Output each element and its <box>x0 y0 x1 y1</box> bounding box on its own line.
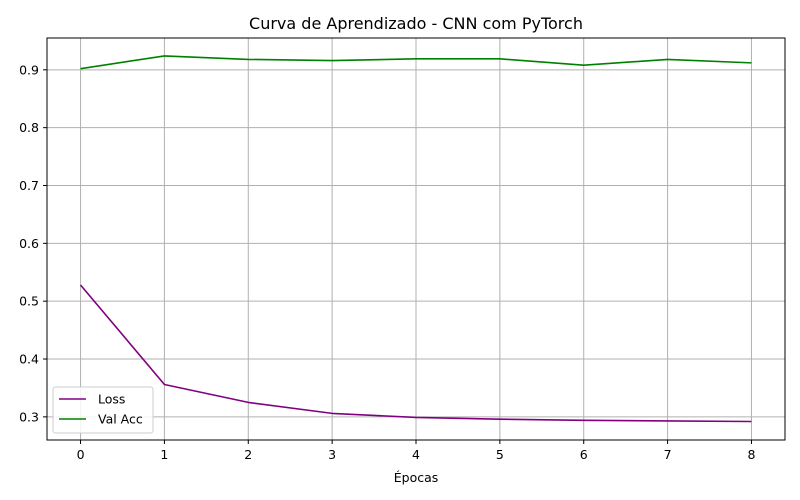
x-tick-label: 3 <box>328 447 336 462</box>
series-line-loss <box>79 284 752 423</box>
y-tick-label: 0.7 <box>19 178 39 193</box>
x-axis-label: Épocas <box>394 470 439 485</box>
legend-label-val-acc: Val Acc <box>98 412 143 427</box>
x-tick-label: 7 <box>664 447 672 462</box>
x-tick-label: 6 <box>580 447 588 462</box>
series-layer <box>79 55 752 423</box>
x-tick-label: 2 <box>244 447 252 462</box>
y-tick-label: 0.3 <box>19 409 39 424</box>
chart-title: Curva de Aprendizado - CNN com PyTorch <box>249 14 583 33</box>
y-tick-label: 0.5 <box>19 294 39 309</box>
x-tick-label: 0 <box>77 447 85 462</box>
legend: Loss Val Acc <box>52 386 154 434</box>
y-axis-ticks: 0.3 0.4 0.5 0.6 0.7 0.8 0.9 <box>19 62 47 424</box>
x-tick-label: 4 <box>412 447 420 462</box>
series-line-val-acc <box>80 55 752 70</box>
x-axis-ticks: 0 1 2 3 4 5 6 7 8 <box>77 440 755 462</box>
legend-label-loss: Loss <box>98 392 125 407</box>
y-tick-label: 0.4 <box>19 352 39 367</box>
y-tick-label: 0.8 <box>19 120 39 135</box>
x-tick-label: 1 <box>160 447 168 462</box>
y-tick-label: 0.9 <box>19 62 39 77</box>
x-tick-label: 8 <box>747 447 755 462</box>
y-tick-label: 0.6 <box>19 236 39 251</box>
x-tick-label: 5 <box>496 447 504 462</box>
